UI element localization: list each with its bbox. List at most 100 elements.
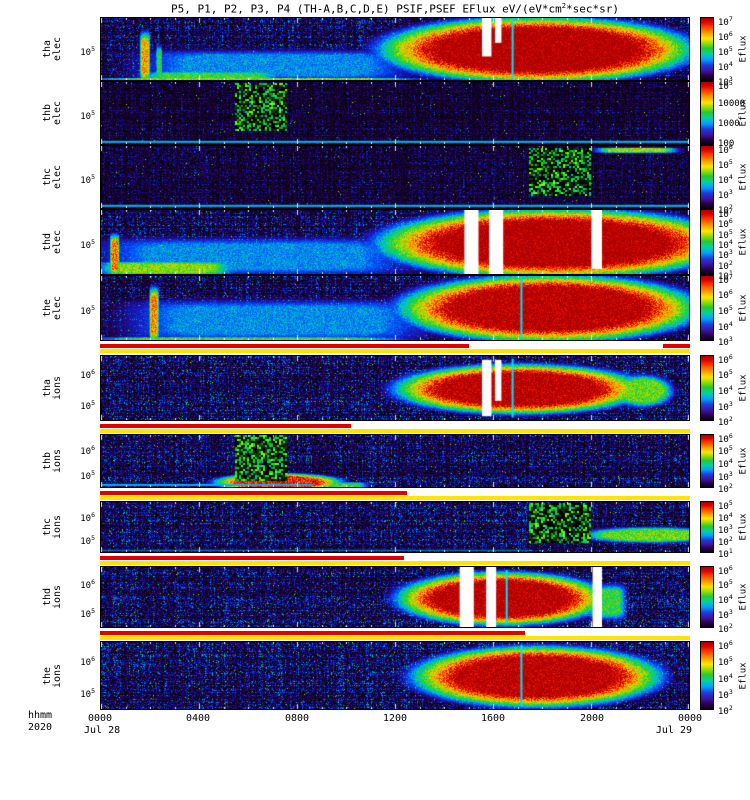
panel-thb-elec: thb elec 105 105 10000 1000 100 Eflux [0,78,750,149]
energy-axis-ticks: 106 105 [60,434,97,488]
colorbar-tick-label: 102 [718,703,733,717]
colorbar-tick-label: 104 [718,238,733,251]
x-tick-label-2: 0800 [284,713,310,724]
flag-bar-4 [100,555,690,566]
plot-title: P5, P1, P2, P3, P4 (TH-A,B,C,D,E) PSIF,P… [80,2,710,16]
energy-tick-label: 106 [80,578,95,592]
hhmm-label: hhmm [28,710,53,721]
colorbar-tick-label: 106 [718,288,733,302]
x-tick-label-6: 0000 [677,713,703,724]
colorbar-label-wrap: Eflux [737,434,750,488]
colorbar [700,355,714,421]
energy-axis-ticks: 106 105 [60,566,97,628]
colorbar-tick-label: 104 [718,671,733,685]
colorbar-tick-label: 106 [718,352,733,366]
energy-tick-label: 106 [80,655,95,669]
energy-axis-ticks: 105 [60,145,97,209]
colorbar-tick-label: 105 [718,578,733,592]
colorbar-tick-label: 105 [718,498,733,512]
flag-yellow-segment [100,636,690,640]
energy-tick-label: 106 [80,368,95,382]
colorbar-eflux-label: Eflux [738,447,749,475]
colorbar-tick-label: 103 [718,687,733,701]
colorbar-tick-label: 107 [718,14,733,28]
colorbar-label-wrap: Eflux [737,81,750,145]
spectrogram-canvas [100,81,690,145]
colorbar-eflux-label: Eflux [738,294,749,322]
energy-tick-label: 105 [80,468,95,482]
energy-tick-label: 105 [80,238,95,252]
plot-title-sup: 2 [561,2,566,10]
colorbar-tick-label: 105 [718,227,733,241]
panel-thc-elec: thc elec 105 106 105 104 103 102 Eflux [0,142,750,216]
colorbar-eflux-label: Eflux [738,99,749,127]
colorbar-tick-labels: 107 106 105 104 103 [717,14,745,88]
flag-bar-5 [100,630,690,641]
colorbar-tick-label: 103 [718,75,733,89]
colorbar [700,501,714,553]
colorbar-label-wrap: Eflux [737,501,750,553]
colorbar-tick-label: 104 [718,510,733,524]
colorbar-tick-label: 106 [718,563,733,577]
colorbar-tick-label: 103 [718,335,733,349]
colorbar-tick-label: 106 [718,217,733,231]
colorbar-tick-label: 10000 [718,98,746,109]
flag-yellow-segment [100,496,690,500]
colorbar-tick-labels: 106 105 104 103 102 [717,639,745,717]
energy-axis-ticks: 105 [60,209,97,275]
flag-red-segment [100,556,404,560]
colorbar [700,145,714,209]
colorbar-tick-label: 101 [718,269,733,283]
energy-axis-ticks: 106 105 [60,355,97,421]
colorbar-tick-label: 105 [718,304,733,317]
flag-yellow-segment [100,561,690,565]
colorbar-eflux-label: Eflux [738,513,749,541]
colorbar-tick-label: 102 [718,203,733,217]
colorbar-tick-label: 105 [718,78,733,92]
colorbar-tick-label: 106 [718,431,733,445]
colorbar-tick-labels: 107 106 105 104 103 102 101 [717,207,745,282]
colorbar-eflux-label: Eflux [738,661,749,690]
panel-tha-elec: tha elec 105 107 106 105 104 103 Eflux [0,14,750,88]
spectrogram-canvas [100,641,690,710]
x-tick-label-1: 0400 [185,713,211,724]
flag-bar-2 [100,423,690,434]
energy-axis-ticks: 105 [60,17,97,81]
colorbar [700,641,714,710]
colorbar-tick-labels: 105 10000 1000 100 [717,78,746,149]
flag-red-segment [100,491,407,495]
colorbar-tick-label: 102 [718,415,733,429]
colorbar-tick-label: 107 [718,272,733,286]
spectrogram-canvas [100,355,690,421]
colorbar-tick-label: 103 [718,399,733,413]
colorbar-tick-label: 104 [718,593,733,606]
flag-bar-1 [100,343,690,355]
energy-tick-label: 105 [80,304,95,318]
energy-tick-label: 105 [80,687,95,701]
colorbar-eflux-label: Eflux [738,583,749,611]
x-tick-label-4: 1600 [480,713,506,724]
colorbar-tick-label: 106 [718,142,733,156]
flag-red-segment [100,631,525,635]
energy-tick-label: 105 [80,109,95,123]
colorbar-tick-labels: 106 105 104 103 102 [717,352,745,428]
colorbar-tick-labels: 106 105 104 103 102 [717,142,745,216]
colorbar-label-wrap: Eflux [737,275,750,341]
year-label: 2020 [28,722,53,733]
colorbar-tick-label: 106 [718,639,733,653]
panel-thb-ions: thb ions 106 105 106 105 104 103 102 Eflux [0,431,750,496]
colorbar-tick-labels: 106 105 104 103 102 [717,563,745,635]
colorbar-tick-label: 105 [718,655,733,669]
energy-tick-label: 105 [80,45,95,59]
colorbar-tick-label: 105 [718,368,733,382]
spectrogram-canvas [100,566,690,628]
energy-tick-label: 106 [80,510,95,524]
spectrogram-canvas [100,275,690,341]
energy-axis-ticks: 105 [60,81,97,145]
x-tick-label-5: 2000 [579,713,605,724]
colorbar [700,434,714,488]
colorbar-tick-label: 105 [718,444,733,458]
colorbar-label-wrap: Eflux [737,17,750,81]
energy-tick-label: 105 [80,173,95,187]
